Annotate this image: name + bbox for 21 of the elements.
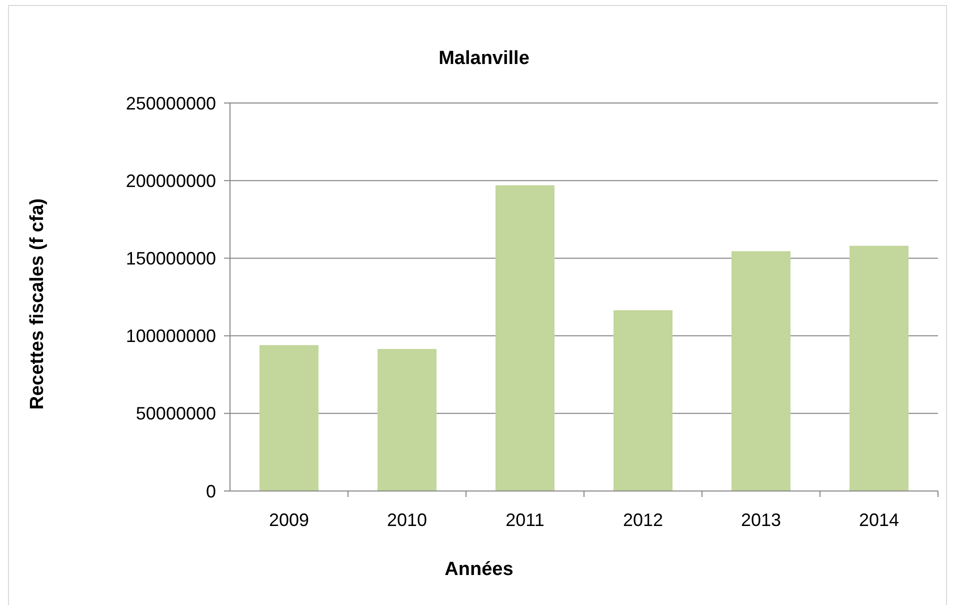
x-tick-label: 2010 xyxy=(386,510,428,530)
chart-title: Malanville xyxy=(438,48,530,69)
y-tick-label: 0 xyxy=(206,481,216,502)
bar xyxy=(614,310,672,491)
bar xyxy=(260,345,318,491)
y-tick-label: 150000000 xyxy=(126,248,216,268)
y-tick-label: 250000000 xyxy=(126,93,216,114)
x-tick-label: 2013 xyxy=(740,510,782,530)
x-axis-title: Années xyxy=(444,559,514,580)
y-axis-title: Recettes fiscales (f cfa) xyxy=(27,198,48,410)
bar xyxy=(378,348,436,491)
bar xyxy=(732,251,790,491)
y-tick-label: 100000000 xyxy=(126,326,216,346)
bar xyxy=(496,185,554,491)
y-tick-label: 50000000 xyxy=(136,404,216,424)
bar xyxy=(850,246,908,491)
y-tick-label: 200000000 xyxy=(126,170,216,191)
x-tick-label: 2012 xyxy=(622,510,664,530)
x-tick-label: 2014 xyxy=(858,510,900,530)
x-tick-label: 2009 xyxy=(268,510,310,530)
x-tick-label: 2011 xyxy=(506,510,544,530)
